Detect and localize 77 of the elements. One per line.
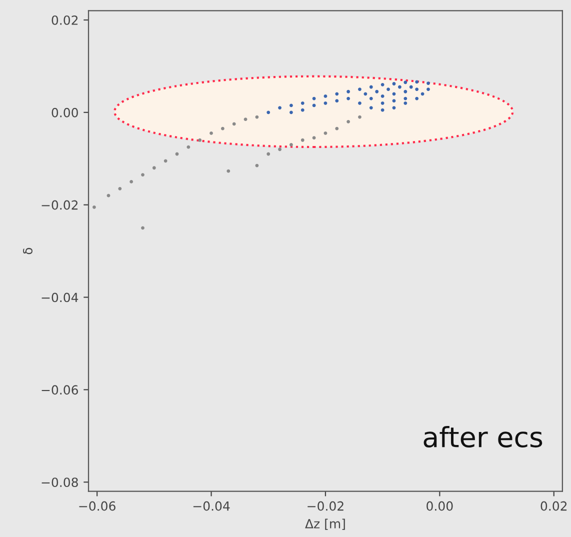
point: [92, 205, 96, 209]
point: [415, 80, 419, 84]
point: [278, 106, 282, 110]
point: [141, 173, 144, 176]
point: [324, 101, 328, 105]
point: [300, 138, 304, 142]
point: [369, 85, 373, 89]
point: [392, 82, 396, 86]
point: [300, 108, 304, 112]
point: [210, 132, 213, 135]
y-tick-label: 0.00: [52, 108, 78, 118]
point: [130, 180, 134, 184]
y-tick-label: −0.02: [42, 200, 78, 210]
point: [380, 108, 384, 112]
point: [426, 88, 430, 92]
point: [392, 99, 396, 103]
point: [404, 80, 408, 84]
point: [380, 94, 384, 98]
point: [358, 88, 362, 92]
point: [186, 145, 190, 149]
point: [409, 85, 413, 89]
point: [324, 94, 328, 98]
point: [290, 110, 293, 114]
point: [364, 92, 368, 96]
point: [380, 101, 384, 105]
y-tick-label: −0.04: [42, 292, 78, 302]
x-tick-label: −0.02: [308, 501, 344, 511]
point: [426, 82, 430, 85]
point: [198, 138, 202, 142]
x-tick-label: −0.04: [193, 501, 230, 511]
y-tick-label: −0.06: [42, 385, 78, 395]
point: [266, 152, 270, 156]
point: [375, 90, 379, 94]
point: [220, 126, 224, 130]
point: [369, 96, 373, 100]
point: [335, 126, 339, 130]
point: [415, 88, 419, 92]
point: [312, 136, 316, 140]
point: [232, 122, 236, 126]
x-tick-label: −0.06: [79, 501, 116, 511]
point: [152, 166, 156, 170]
point: [118, 186, 122, 190]
point: [358, 115, 362, 119]
point: [415, 96, 419, 100]
point: [369, 106, 373, 110]
point: [335, 92, 339, 96]
point: [386, 88, 390, 92]
point: [290, 104, 293, 108]
point: [404, 90, 408, 94]
x-tick-label: 0.00: [426, 501, 453, 511]
point: [335, 99, 339, 103]
point: [358, 101, 362, 105]
point: [141, 226, 144, 230]
point: [300, 101, 304, 105]
point: [346, 96, 350, 100]
point: [266, 110, 270, 114]
x-axis-title: Δz [m]: [305, 518, 345, 530]
point: [392, 106, 396, 110]
point: [346, 90, 350, 94]
y-axis-title: δ: [23, 248, 32, 254]
y-tick-label: 0.02: [52, 15, 78, 25]
point: [398, 85, 402, 89]
point: [244, 118, 248, 122]
point: [420, 92, 424, 96]
x-tick-label: 0.02: [540, 501, 567, 511]
point: [164, 159, 168, 163]
annotation: after ecs: [424, 426, 542, 448]
point: [380, 82, 384, 86]
point: [255, 164, 259, 168]
y-tick-label: −0.08: [42, 478, 78, 488]
point: [404, 101, 408, 105]
point: [290, 143, 293, 146]
point: [346, 120, 350, 124]
point: [324, 132, 328, 135]
point: [226, 169, 230, 173]
point: [404, 96, 408, 100]
point: [278, 148, 282, 152]
